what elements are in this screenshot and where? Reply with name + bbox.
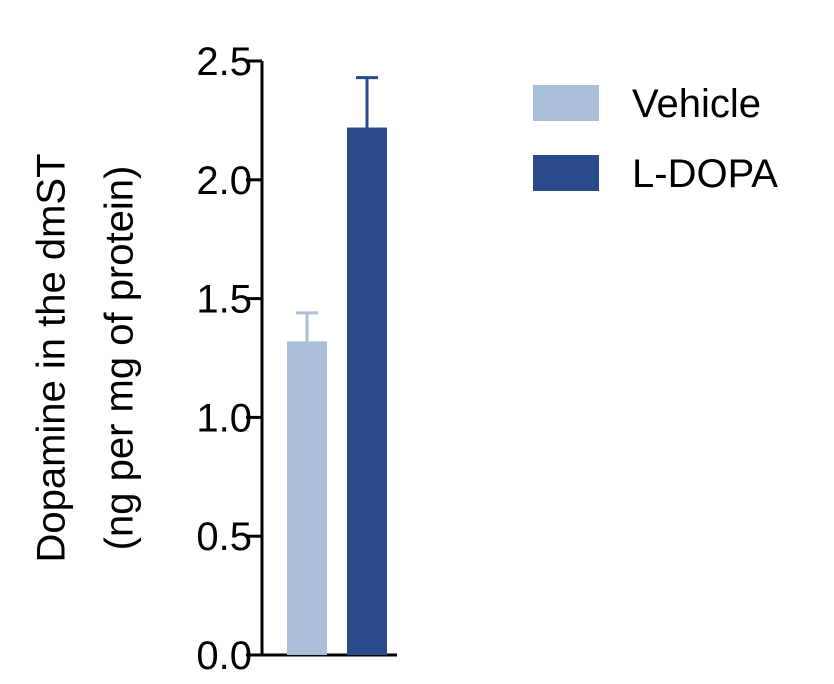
bars — [287, 76, 387, 655]
legend-swatch — [533, 85, 599, 121]
bar-vehicle — [287, 341, 327, 655]
legend: Vehicle L-DOPA — [533, 82, 778, 196]
y-tick-label: 1.5 — [196, 278, 252, 322]
legend-swatch — [533, 155, 599, 191]
y-tick-label: 2.5 — [196, 40, 252, 84]
axes: 0.0 0.5 1.0 1.5 2.0 2.5 — [196, 40, 397, 678]
y-tick-label: 2.0 — [196, 159, 252, 203]
y-axis-label-line: Dopamine in the dmST — [30, 153, 74, 562]
y-axis-label: Dopamine in the dmST (ng per mg of protei… — [30, 153, 142, 562]
y-tick-label: 1.0 — [196, 396, 252, 440]
legend-label: Vehicle — [632, 82, 761, 126]
y-axis-label-line: (ng per mg of protein) — [98, 166, 142, 551]
legend-label: L-DOPA — [632, 152, 778, 196]
bar-l-dopa — [347, 127, 387, 655]
y-tick-label: 0.5 — [196, 515, 252, 559]
y-tick-label: 0.0 — [196, 634, 252, 678]
